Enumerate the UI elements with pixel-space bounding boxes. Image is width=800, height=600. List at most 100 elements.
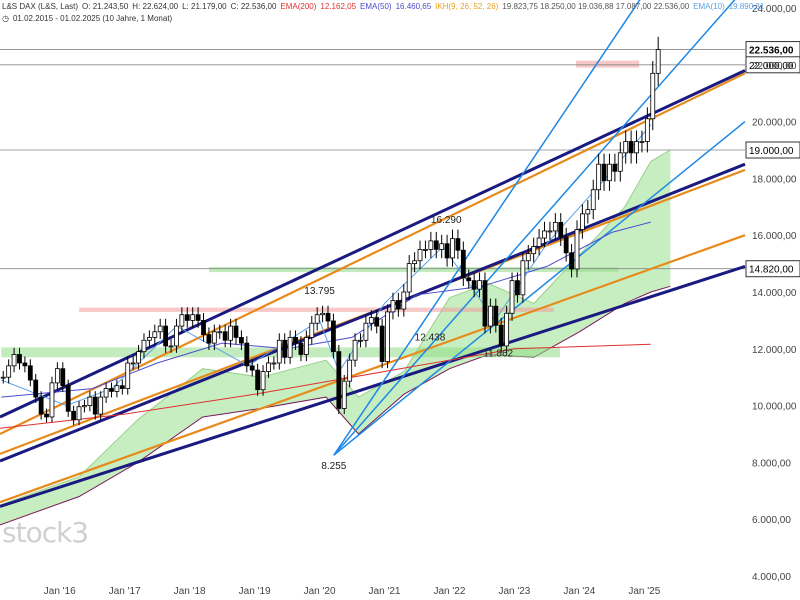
ema200-value: 12.162,05 xyxy=(320,2,357,11)
ema10-label[interactable]: EMA(10) xyxy=(693,2,725,11)
cloud-top-line xyxy=(0,149,671,506)
candle-body-118 xyxy=(639,141,645,143)
line-ema200 xyxy=(0,343,651,429)
candle-body-37 xyxy=(201,319,206,335)
candle-body-44 xyxy=(239,337,244,344)
y-tick-8: 20.000,00 xyxy=(752,118,797,129)
candle-body-87 xyxy=(471,280,477,290)
candle-body-90 xyxy=(487,305,493,327)
x-tick-4: Jan '20 xyxy=(304,586,336,597)
ema10-value: 19.890,31 xyxy=(728,2,765,11)
candle-body-67 xyxy=(363,322,369,341)
candle-body-114 xyxy=(617,152,623,172)
candle-body-78 xyxy=(423,248,428,251)
candle-body-113 xyxy=(612,163,618,172)
candle-body-14 xyxy=(76,406,82,421)
clock-icon: ◷ xyxy=(2,14,9,23)
candle-body-112 xyxy=(607,163,612,182)
level-box-2 xyxy=(745,141,800,159)
candle-body-17 xyxy=(92,396,98,415)
trendline-navy-5 xyxy=(0,265,746,508)
candle-body-36 xyxy=(195,314,201,321)
y-tick-0: 4.000,00 xyxy=(752,572,791,583)
candle-body-58 xyxy=(314,314,320,324)
candle-body-38 xyxy=(206,334,212,344)
candle-body-60 xyxy=(325,312,331,322)
level-label-1: 22.000,00 xyxy=(749,61,794,72)
candle-body-63 xyxy=(341,380,347,409)
candle-body-32 xyxy=(174,325,179,347)
candle-body-48 xyxy=(260,371,266,391)
trendline-orange-2 xyxy=(0,234,746,504)
candle-body-109 xyxy=(590,189,596,211)
candle-body-88 xyxy=(477,280,482,290)
marker-2: 16.290 xyxy=(431,215,462,226)
candle-body-4 xyxy=(22,362,28,367)
candle-body-64 xyxy=(347,359,353,382)
candle-body-15 xyxy=(82,405,87,408)
candle-body-120 xyxy=(650,72,656,120)
candle-body-94 xyxy=(509,280,515,314)
candle-body-72 xyxy=(390,300,396,313)
candle-body-46 xyxy=(249,365,255,371)
candle-body-95 xyxy=(515,280,520,296)
candle-body-83 xyxy=(450,238,455,259)
candle-body-51 xyxy=(276,339,282,364)
x-tick-8: Jan '24 xyxy=(563,586,595,597)
candle-body-98 xyxy=(531,246,537,255)
candle-body-2 xyxy=(11,354,17,367)
candle-body-11 xyxy=(60,368,66,387)
x-tick-9: Jan '25 xyxy=(628,586,660,597)
candle-body-29 xyxy=(157,325,163,333)
candle-body-115 xyxy=(623,141,629,154)
candle-body-47 xyxy=(255,369,261,391)
x-tick-1: Jan '17 xyxy=(109,586,141,597)
candle-body-50 xyxy=(271,362,277,365)
zone-red-3 xyxy=(79,307,554,312)
candle-body-18 xyxy=(98,396,104,415)
candle-body-102 xyxy=(552,222,558,232)
chart-header-line1: L&S DAX (L&S, Last) O: 21.243,50 H: 22.624… xyxy=(2,2,768,11)
zone-red-0 xyxy=(576,60,640,68)
candle-body-104 xyxy=(563,236,569,254)
period-label: 01.02.2015 - 01.02.2025 (10 Jahre, 1 Mon… xyxy=(12,14,173,23)
ema50-label[interactable]: EMA(50) xyxy=(360,2,392,11)
candle-body-42 xyxy=(228,325,233,341)
candle-body-49 xyxy=(266,362,271,372)
high-value: H: 22.624,00 xyxy=(132,2,179,11)
y-tick-6: 16.000,00 xyxy=(752,231,797,242)
candle-body-0 xyxy=(0,376,6,379)
candle-body-25 xyxy=(136,351,141,364)
candle-body-22 xyxy=(119,385,125,389)
x-tick-5: Jan '21 xyxy=(369,586,401,597)
candle-body-74 xyxy=(401,291,407,310)
candle-body-76 xyxy=(412,260,418,265)
candle-body-3 xyxy=(17,354,22,364)
trendlines xyxy=(0,0,746,508)
ema200-label[interactable]: EMA(200) xyxy=(280,2,317,11)
candle-body-96 xyxy=(520,260,526,296)
candle-body-89 xyxy=(482,280,488,327)
candle-body-13 xyxy=(71,410,77,421)
candle-body-33 xyxy=(179,314,185,327)
candle-body-121 xyxy=(655,49,661,74)
candle-body-79 xyxy=(428,240,434,250)
candle-body-86 xyxy=(466,277,472,282)
candle-body-71 xyxy=(385,311,390,362)
candle-body-39 xyxy=(211,331,217,344)
y-tick-4: 12.000,00 xyxy=(752,345,797,356)
candle-body-43 xyxy=(233,325,239,338)
logo-watermark: stock3 xyxy=(2,516,89,549)
candle-body-92 xyxy=(498,324,504,347)
candle-body-93 xyxy=(504,312,510,347)
candle-body-108 xyxy=(585,209,591,215)
ikh-label[interactable]: IKH(9, 26, 52, 26) xyxy=(435,2,499,11)
level-label-0: 22.536,00 xyxy=(749,46,794,57)
candle-body-59 xyxy=(320,312,325,316)
candle-body-12 xyxy=(65,385,71,412)
open-value: O: 21.243,50 xyxy=(82,2,129,11)
cloud-bottom-line xyxy=(0,285,671,526)
candle-body-111 xyxy=(601,163,607,182)
candle-body-62 xyxy=(336,351,342,409)
